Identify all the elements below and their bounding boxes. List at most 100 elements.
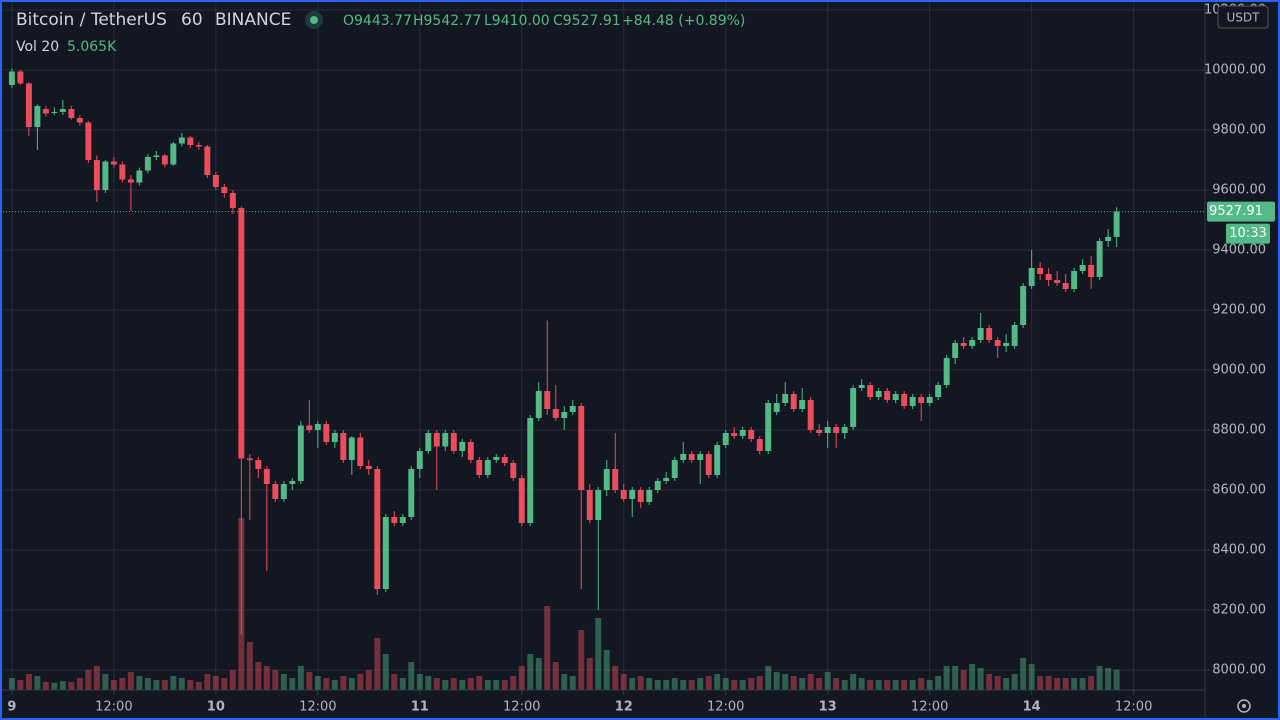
volume-bar (272, 670, 279, 690)
currency-box[interactable] (1217, 5, 1269, 29)
volume-bar (884, 680, 891, 690)
volume-bar (501, 680, 508, 690)
volume-bar (1003, 678, 1010, 690)
volume-bar (68, 682, 75, 690)
volume-bar (221, 678, 228, 690)
y-tick-label: 9000.00 (1212, 362, 1266, 377)
volume-bar (1054, 678, 1061, 690)
volume-bar (535, 658, 542, 690)
high: H9542.77 (413, 13, 481, 29)
candle-body (340, 432, 347, 460)
candle-body (306, 425, 313, 430)
candle-body (34, 105, 41, 127)
volume-bar (102, 674, 109, 690)
candle-body (450, 432, 457, 451)
volume-bar (374, 638, 381, 690)
candle-body (1096, 240, 1103, 277)
candle-body (102, 161, 109, 190)
volume-bar (850, 674, 857, 690)
volume-bar (297, 666, 304, 690)
candle-body (1054, 279, 1061, 283)
settings-icon[interactable] (1237, 699, 1251, 713)
price-tag (1207, 201, 1275, 222)
candle-body (578, 405, 585, 490)
countdown: 10:33 (1229, 226, 1266, 241)
candle-body (8, 71, 15, 85)
candle-body (544, 390, 551, 409)
volume-bar (331, 680, 338, 690)
change: +84.48 (+0.89%) (622, 13, 745, 29)
candle-body (969, 339, 976, 346)
candle-body (348, 437, 355, 460)
volume-bar (425, 676, 432, 690)
candle-body (646, 489, 653, 502)
volume-bar (212, 676, 219, 690)
symbol: Bitcoin / TetherUS (16, 10, 167, 30)
candle-body (1045, 273, 1052, 280)
volume-bar (382, 654, 389, 690)
candle-body (331, 432, 338, 442)
candle-body (782, 393, 789, 403)
volume-bar (824, 672, 831, 690)
volume-bar (416, 674, 423, 690)
candle-body (833, 426, 840, 433)
candle-body (204, 146, 211, 175)
candle-body (1011, 324, 1018, 346)
volume-bar (578, 630, 585, 690)
x-tick-label: 12:00 (911, 700, 948, 715)
candle-body (408, 468, 415, 517)
volume-bar (901, 680, 908, 690)
candle-body (357, 437, 364, 466)
candle-body (943, 357, 950, 385)
candle-body (246, 458, 253, 460)
volume-bar (748, 678, 755, 690)
volume-bar (867, 680, 874, 690)
volume-bar (1011, 674, 1018, 690)
y-tick-label: 9800.00 (1212, 122, 1266, 137)
candle-body (960, 342, 967, 346)
volume-bar (586, 658, 593, 690)
candle-body (926, 396, 933, 403)
volume-bar (365, 670, 372, 690)
candle-body (467, 441, 474, 460)
volume-bar (569, 676, 576, 690)
gear (1237, 699, 1251, 713)
candle-body (773, 402, 780, 412)
volume-bar (697, 678, 704, 690)
volume-bar (841, 680, 848, 690)
volume-bar (348, 678, 355, 690)
x-tick-label: 9 (7, 700, 16, 715)
candle-body (1028, 267, 1035, 286)
y-tick-label: 9200.00 (1212, 302, 1266, 317)
volume-bar (127, 672, 134, 690)
y-tick-label: 8400.00 (1212, 542, 1266, 557)
volume-bar (391, 674, 398, 690)
volume-bar (765, 666, 772, 690)
candle-body (144, 156, 151, 171)
x-tick-label: 12:00 (503, 700, 540, 715)
candle-body (510, 462, 517, 478)
candle-body (1079, 264, 1086, 271)
x-tick-label: 10 (207, 700, 225, 715)
volume-bar (544, 606, 551, 690)
volume-bar (833, 678, 840, 690)
volume-bar (1096, 666, 1103, 690)
candle-body (1062, 282, 1069, 289)
x-tick-label: 11 (411, 700, 429, 715)
candle-body (858, 384, 865, 388)
volume-bar (433, 678, 440, 690)
volume-bar (790, 676, 797, 690)
volume-bar (935, 676, 942, 690)
volume-bar (892, 680, 899, 690)
candle-body (731, 432, 738, 436)
candle-body (620, 489, 627, 499)
candle-body (637, 489, 644, 502)
candle-body (255, 459, 262, 469)
candle-body (374, 468, 381, 589)
candle-body (323, 423, 330, 442)
x-tick-label: 14 (1023, 700, 1041, 715)
volume-bar (807, 674, 814, 690)
volume-bar (450, 678, 457, 690)
volume-bar (42, 682, 49, 690)
